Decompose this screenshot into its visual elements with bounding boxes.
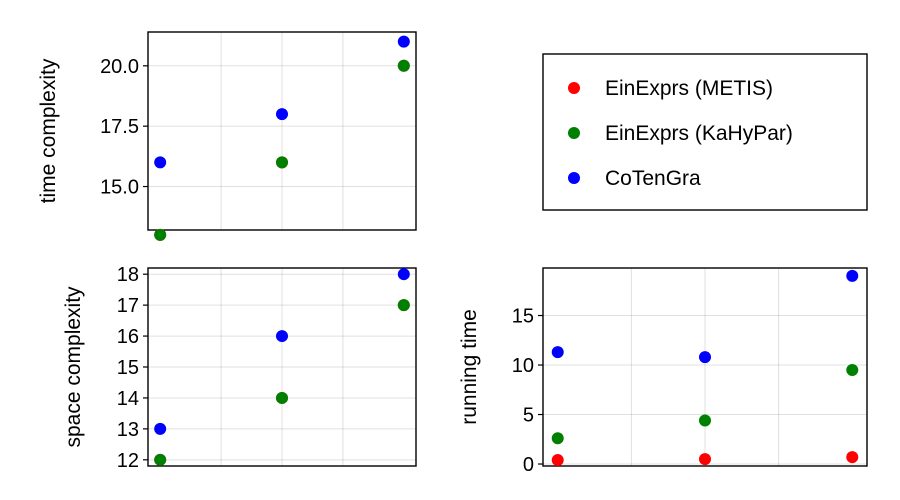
panel-running-time: 0 5 10 15 running time: [458, 267, 868, 476]
data-point: [154, 156, 167, 169]
legend-label: EinExprs (KaHyPar): [605, 122, 793, 145]
legend-label: EinExprs (METIS): [605, 77, 773, 100]
data-point: [699, 414, 711, 427]
legend: EinExprs (METIS) EinExprs (KaHyPar) CoTenG…: [542, 53, 868, 211]
y-tick-label: 15.0: [100, 177, 139, 199]
y-tick-label: 0: [523, 454, 534, 476]
y-tick-label: 17.5: [100, 116, 139, 138]
y-axis-label: space complexity: [62, 286, 85, 448]
data-point: [276, 108, 288, 121]
data-point: [397, 299, 410, 312]
y-tick-label: 5: [523, 405, 534, 427]
y-tick-label: 13: [117, 419, 139, 441]
data-point: [154, 422, 167, 435]
data-point: [551, 346, 564, 359]
y-tick-label: 15: [512, 306, 534, 328]
data-point: [276, 391, 288, 404]
data-point: [397, 35, 410, 48]
plot-frame: [147, 267, 417, 467]
y-axis-label: time complexity: [37, 58, 60, 203]
data-point: [154, 228, 167, 241]
data-point: [397, 268, 410, 281]
data-point: [551, 432, 564, 445]
panel-time-complexity: 15.0 17.5 20.0 time complexity: [37, 31, 417, 241]
y-tick-label: 14: [117, 388, 139, 410]
y-tick-label: 17: [117, 295, 139, 317]
y-tick-label: 16: [117, 326, 139, 348]
y-tick-label: 20.0: [100, 56, 139, 78]
y-tick-label: 10: [512, 355, 534, 377]
data-point: [551, 454, 564, 467]
legend-label: CoTenGra: [605, 167, 701, 190]
legend-marker: [568, 82, 580, 94]
y-axis-label: running time: [458, 309, 481, 425]
data-point: [397, 59, 410, 72]
data-point: [846, 363, 859, 376]
data-point: [846, 269, 859, 282]
y-tick-label: 15: [117, 357, 139, 379]
data-point: [699, 453, 711, 466]
plot-frame: [542, 267, 868, 467]
legend-marker: [568, 172, 580, 184]
data-point: [154, 453, 167, 466]
legend-box: [542, 53, 868, 211]
data-point: [276, 330, 288, 343]
plot-frame: [147, 31, 417, 231]
y-tick-label: 18: [117, 264, 139, 286]
panel-space-complexity: 12 13 14 15 16 17 18 space complexity: [62, 264, 417, 472]
legend-marker: [568, 127, 580, 139]
data-point: [699, 351, 711, 364]
data-point: [276, 156, 288, 169]
y-tick-label: 12: [117, 450, 139, 472]
data-point: [846, 451, 859, 464]
